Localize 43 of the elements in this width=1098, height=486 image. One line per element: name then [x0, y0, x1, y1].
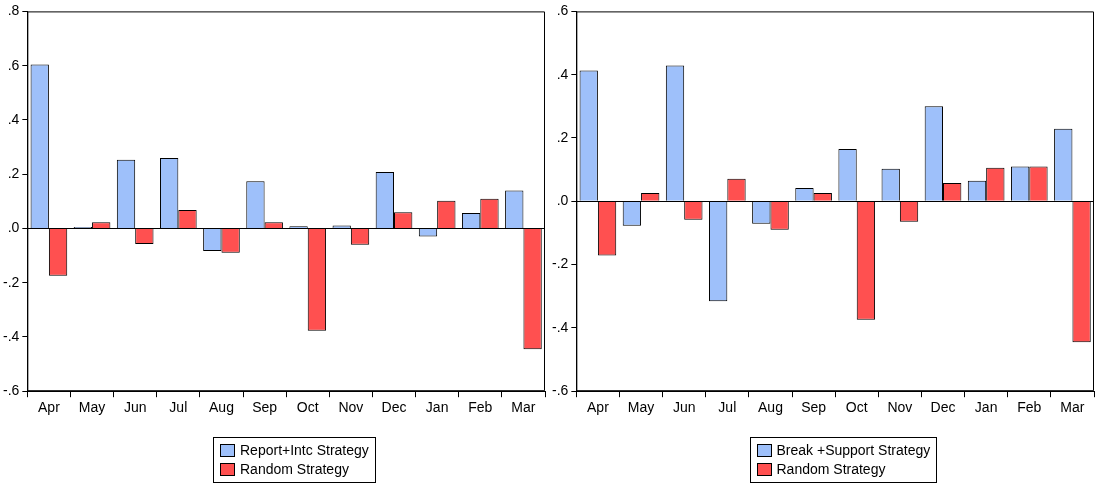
- y-tick-label: .0: [7, 219, 20, 236]
- x-tick-label: Oct: [845, 399, 868, 416]
- x-tick-label: Sep: [801, 399, 827, 416]
- x-tick-label: Feb: [1017, 399, 1042, 416]
- x-tick-label: Sep: [252, 399, 278, 416]
- x-tick-label: May: [78, 399, 106, 416]
- legend-label: Random Strategy: [776, 460, 886, 479]
- x-tick-label: Aug: [209, 399, 234, 416]
- y-tick-label: .0: [556, 192, 569, 209]
- x-tick-label: Feb: [468, 399, 493, 416]
- y-tick-label: .6: [7, 56, 20, 73]
- y-tick-label: .6: [556, 2, 569, 19]
- x-tick-label: Jan: [974, 399, 998, 416]
- y-tick-label: -.4: [551, 318, 569, 335]
- legend-label: Report+Intc Strategy: [240, 441, 369, 460]
- x-tick-label: May: [627, 399, 655, 416]
- x-tick-label: Dec: [381, 399, 407, 416]
- y-tick-label: .2: [7, 165, 20, 182]
- x-tick-label: Nov: [338, 399, 364, 416]
- y-tick-label: -.2: [551, 255, 569, 272]
- legend-label: Break +Support Strategy: [776, 441, 931, 460]
- x-tick-label: Nov: [887, 399, 913, 416]
- y-tick-label: .8: [7, 2, 20, 19]
- y-tick-label: -.6: [2, 382, 20, 399]
- x-tick-label: Jun: [123, 399, 147, 416]
- x-tick-label: Dec: [930, 399, 956, 416]
- x-tick-label: Apr: [587, 399, 610, 416]
- x-tick-label: Jan: [425, 399, 449, 416]
- x-tick-label: Mar: [1060, 399, 1085, 416]
- x-tick-label: Mar: [511, 399, 536, 416]
- y-tick-label: .4: [556, 65, 569, 82]
- x-tick-label: Oct: [296, 399, 319, 416]
- x-tick-label: Jul: [718, 399, 737, 416]
- x-tick-label: Jul: [169, 399, 188, 416]
- y-tick-label: -.2: [2, 273, 20, 290]
- x-tick-label: Aug: [758, 399, 783, 416]
- y-tick-label: .2: [556, 128, 569, 145]
- y-tick-label: .4: [7, 110, 20, 127]
- y-tick-label: -.4: [2, 327, 20, 344]
- y-tick-label: -.6: [551, 382, 569, 399]
- x-tick-label: Jun: [672, 399, 696, 416]
- legend-label: Random Strategy: [240, 460, 349, 479]
- x-tick-label: Apr: [38, 399, 61, 416]
